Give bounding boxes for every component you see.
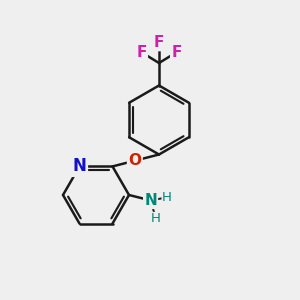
Text: F: F [171, 45, 182, 60]
Text: F: F [136, 45, 147, 60]
Text: H: H [162, 191, 172, 204]
Text: F: F [154, 35, 164, 50]
Text: N: N [73, 158, 86, 175]
Text: H: H [151, 212, 161, 226]
Text: N: N [144, 193, 157, 208]
Text: O: O [128, 153, 141, 168]
